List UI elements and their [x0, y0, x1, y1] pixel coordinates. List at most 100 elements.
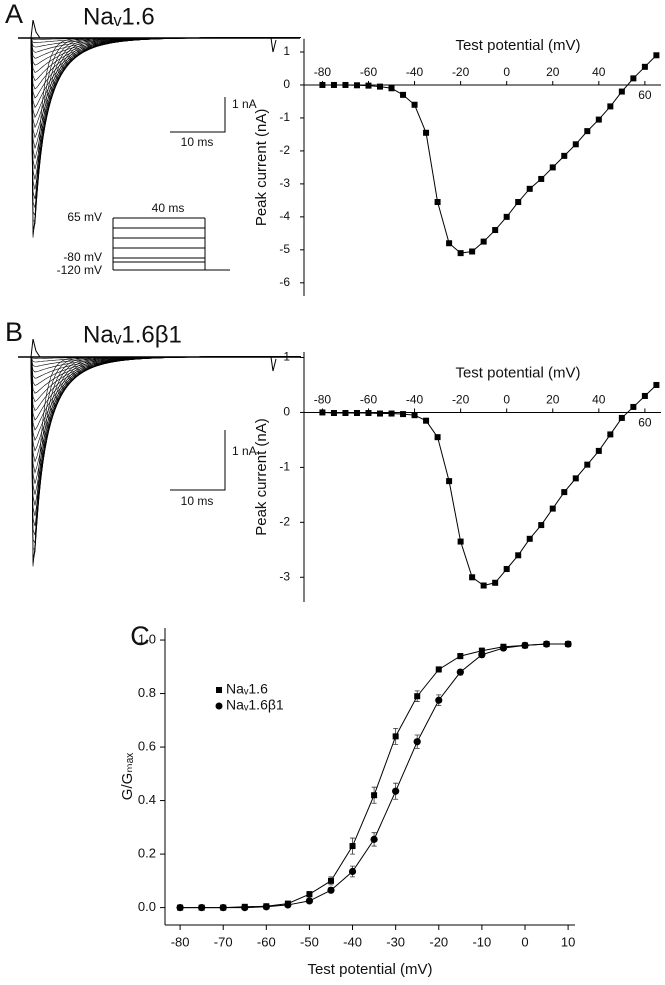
data-point	[319, 81, 326, 88]
x-tick-label: -20	[452, 393, 470, 407]
data-point	[572, 141, 579, 148]
y-tick-label: -6	[279, 275, 290, 289]
x-tick-label: 0	[503, 393, 510, 407]
data-point	[241, 904, 249, 912]
x-tick-label: -40	[406, 65, 424, 79]
y-tick-label: -4	[279, 209, 290, 223]
data-point	[284, 901, 292, 909]
data-point	[595, 447, 602, 454]
y-tick-label: 0.6	[138, 739, 156, 754]
x-tick-label: 10	[561, 934, 575, 949]
data-point	[521, 641, 529, 649]
data-point	[370, 835, 378, 843]
data-point	[446, 478, 453, 485]
data-point	[198, 904, 206, 912]
data-point	[330, 81, 337, 88]
data-point	[457, 653, 464, 660]
data-point	[480, 582, 487, 589]
panel-letter: B	[5, 317, 23, 347]
data-point	[330, 409, 337, 416]
data-point	[411, 101, 418, 108]
data-point	[392, 787, 400, 795]
x-axis-label: Test potential (mV)	[455, 37, 580, 54]
data-point	[327, 877, 334, 884]
data-point	[480, 238, 487, 245]
y-tick-label: 0	[283, 77, 290, 91]
data-point	[515, 199, 522, 206]
data-point	[499, 644, 508, 652]
data-point	[365, 82, 372, 89]
data-point	[561, 152, 568, 159]
data-point	[503, 566, 510, 573]
x-tick-label: -40	[343, 934, 362, 949]
y-tick-label: 0.0	[138, 899, 156, 914]
data-point	[492, 579, 499, 586]
data-point	[435, 696, 443, 704]
data-point	[457, 250, 464, 257]
x-axis-label: Test potential (mV)	[307, 961, 432, 978]
x-tick-label: 60	[638, 416, 652, 430]
data-point	[630, 403, 637, 410]
x-tick-label: -20	[452, 65, 470, 79]
data-point	[572, 475, 579, 482]
data-point	[538, 522, 545, 529]
x-tick-label: 40	[592, 393, 606, 407]
data-point	[469, 248, 476, 255]
capacitive-transient	[30, 19, 277, 53]
voltage-protocol	[112, 217, 230, 271]
legend-marker	[216, 687, 222, 693]
protocol-label: -80 mV	[63, 250, 102, 264]
x-tick-label: -60	[360, 393, 378, 407]
data-point	[371, 792, 378, 799]
data-point	[414, 693, 421, 700]
x-tick-label: -60	[257, 934, 276, 949]
current-trace	[18, 356, 301, 386]
data-point	[349, 843, 356, 850]
y-tick-label: -3	[279, 176, 290, 190]
y-tick-label: 0.4	[138, 792, 156, 807]
data-point	[526, 535, 533, 542]
data-point	[388, 410, 395, 417]
data-point	[492, 227, 499, 234]
scale-label: 1 nA	[232, 444, 257, 458]
data-point	[434, 199, 441, 206]
data-point	[564, 640, 572, 648]
y-tick-label: 0.2	[138, 846, 156, 861]
x-tick-label: -60	[360, 65, 378, 79]
data-point	[607, 431, 614, 438]
data-point	[400, 411, 407, 418]
data-point	[388, 85, 395, 92]
data-point	[549, 164, 556, 171]
data-point	[342, 81, 349, 88]
current-trace	[18, 37, 301, 118]
x-tick-label: -30	[386, 934, 405, 949]
data-point	[423, 417, 430, 424]
data-point	[503, 213, 510, 220]
data-point	[435, 666, 442, 673]
current-trace	[18, 356, 301, 373]
data-point	[305, 897, 314, 905]
data-point	[353, 82, 360, 89]
data-point	[542, 640, 551, 648]
y-tick-label: -5	[279, 242, 290, 256]
data-point	[653, 52, 660, 59]
data-point	[618, 414, 625, 421]
data-point	[526, 185, 533, 192]
x-axis-label: Test potential (mV)	[455, 364, 580, 381]
x-tick-label: 0	[521, 934, 528, 949]
data-point	[478, 651, 486, 659]
capacitive-transient	[30, 338, 277, 372]
panel-letter: C	[130, 621, 150, 651]
scale-label: 10 ms	[181, 135, 214, 149]
series-line	[322, 384, 657, 587]
data-point	[423, 129, 430, 136]
scale-label: 1 nA	[232, 97, 257, 111]
x-tick-label: -80	[314, 393, 332, 407]
x-tick-label: 60	[638, 88, 652, 102]
y-tick-label: -2	[279, 515, 290, 529]
y-tick-label: -3	[279, 569, 290, 583]
current-trace	[18, 37, 301, 53]
data-point	[353, 409, 360, 416]
data-point	[607, 103, 614, 110]
